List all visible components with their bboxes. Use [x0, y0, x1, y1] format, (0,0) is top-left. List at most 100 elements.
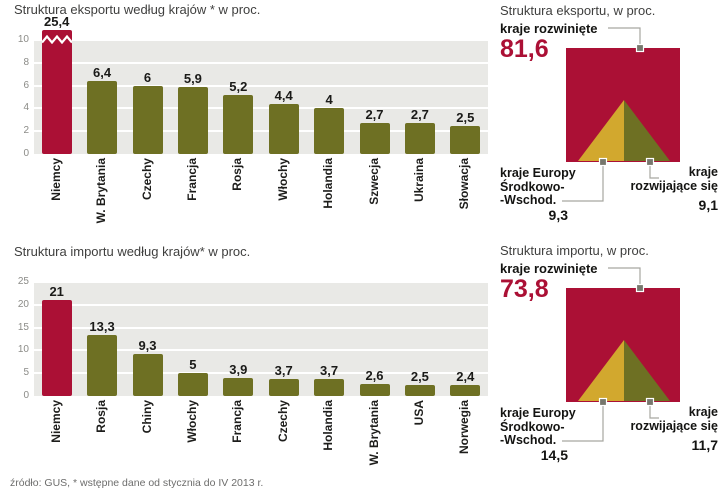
bar-category-label: W. Brytania — [366, 400, 381, 466]
bar-value-label: 9,3 — [138, 337, 157, 353]
cee-value: 9,3 — [548, 206, 568, 223]
export-composition-title: Struktura eksportu, w proc. — [500, 3, 656, 18]
bar-value-label: 6 — [143, 69, 152, 85]
cee-label-block: kraje Europy Środkowo- -Wschod. 9,3 — [500, 166, 576, 223]
bar — [177, 373, 208, 396]
bar-category-label: Włochy — [184, 400, 199, 443]
import-composition-panel: Struktura importu, w proc. kraje rozwini… — [498, 242, 720, 478]
connector-line-cee — [562, 165, 604, 202]
bar-category-label: Szwecja — [366, 158, 381, 205]
source-note: źródło: GUS, * wstępne dane od stycznia … — [10, 477, 264, 489]
composition-graphic — [562, 27, 680, 202]
developing-label-block: kraje rozwijające się 9,1 — [630, 165, 718, 213]
y-axis-tick-label: 4 — [23, 102, 29, 114]
developing-label-line2: rozwijające się — [630, 418, 718, 433]
gridline — [34, 130, 488, 133]
bar-highlighted — [41, 30, 72, 154]
gridline — [34, 107, 488, 110]
bar-value-label: 5,2 — [229, 78, 248, 94]
marker-cee-icon — [598, 397, 608, 407]
gridline — [34, 281, 488, 283]
bar-category-label: Francja — [230, 400, 245, 443]
bar-break-icon — [40, 34, 73, 45]
y-axis-tick-label: 20 — [17, 298, 29, 310]
bar-category-label: Czechy — [275, 400, 290, 443]
developed-countries-value: 73,8 — [500, 275, 549, 303]
bar-value-label: 2,4 — [456, 369, 475, 385]
gridline — [34, 349, 488, 352]
gridline — [34, 303, 488, 306]
developed-countries-label: kraje rozwinięte — [500, 21, 598, 36]
bar — [359, 384, 390, 396]
developing-triangle-half — [624, 100, 670, 161]
bar-value-label: 2,7 — [410, 107, 429, 123]
bar — [450, 125, 481, 154]
cee-label-line2: Środkowo- — [500, 179, 565, 194]
developed-countries-label: kraje rozwinięte — [500, 261, 598, 276]
y-axis-tick-label: 8 — [23, 56, 29, 68]
developing-value: 11,7 — [691, 437, 718, 453]
bar — [132, 85, 163, 154]
cee-triangle-half — [578, 340, 624, 401]
bar-category-label: Słowacja — [457, 158, 472, 210]
gridline — [34, 326, 488, 329]
import-chart-title: Struktura importu według krajów* w proc. — [14, 244, 251, 259]
bar — [404, 123, 435, 154]
bar-value-label: 4 — [325, 92, 333, 108]
bar-value-label: 2,7 — [365, 107, 384, 123]
y-axis-tick-label: 15 — [17, 321, 29, 333]
bar-category-label: Holandia — [321, 158, 336, 209]
y-axis-tick-label: 2 — [23, 125, 29, 137]
bar — [87, 335, 118, 396]
bar-value-label: 2,5 — [410, 368, 429, 384]
gridline — [34, 84, 488, 87]
cee-label-line1: kraje Europy — [500, 166, 576, 180]
bar-value-label: 4,4 — [274, 87, 293, 103]
developed-countries-value: 81,6 — [500, 35, 549, 63]
export-composition-panel: Struktura eksportu, w proc. kraje rozwin… — [498, 2, 720, 238]
bar-category-label: Francja — [184, 158, 199, 201]
bar-value-label: 3,7 — [320, 363, 339, 379]
bar-category-label: Włochy — [275, 158, 290, 201]
connector-line-developed — [608, 27, 641, 44]
cee-triangle-half — [578, 100, 624, 161]
export-chart-title: Struktura eksportu według krajów * w pro… — [14, 2, 261, 17]
bar — [404, 384, 435, 396]
connector-line-developed — [608, 267, 641, 284]
bar-category-label: Chiny — [139, 400, 154, 434]
bar-category-label: Norwegia — [457, 400, 472, 455]
y-axis-tick-label: 5 — [23, 367, 29, 379]
bar — [314, 379, 345, 396]
developing-label-block: kraje rozwijające się 11,7 — [630, 405, 718, 453]
bar — [177, 86, 208, 154]
bar-value-label: 2,5 — [456, 109, 475, 125]
composition-graphic — [562, 267, 680, 442]
bar-category-label: Rosja — [94, 400, 109, 433]
developing-value: 9,1 — [698, 197, 718, 213]
gridline — [34, 61, 488, 64]
bar-value-label: 3,9 — [229, 362, 248, 378]
developing-triangle-half — [624, 340, 670, 401]
bar-category-label: Rosja — [230, 158, 245, 191]
y-axis-tick-label: 25 — [17, 276, 29, 287]
bar-category-label: W. Brytania — [94, 158, 109, 224]
bar — [132, 353, 163, 396]
cee-label-line3: -Wschod. — [500, 193, 557, 207]
bar-category-label: Holandia — [321, 400, 336, 451]
connector-line-cee — [562, 405, 604, 442]
gridline — [34, 39, 488, 41]
y-axis-tick-label: 6 — [23, 79, 29, 91]
bar-highlighted — [41, 300, 72, 396]
cee-label-line3: -Wschod. — [500, 433, 557, 447]
bar-value-label: 3,7 — [274, 363, 293, 379]
bar — [450, 385, 481, 396]
marker-developed-icon — [635, 43, 645, 53]
bar-value-label: 5,9 — [183, 70, 202, 86]
y-axis-tick-label: 0 — [23, 148, 29, 159]
connector-line-developing — [649, 405, 659, 419]
export-bar-chart: Struktura eksportu według krajów * w pro… — [8, 2, 490, 240]
bar-value-label: 6,4 — [93, 65, 112, 81]
y-axis-tick-label: 0 — [23, 390, 29, 401]
y-axis-tick-label: 10 — [17, 34, 29, 45]
